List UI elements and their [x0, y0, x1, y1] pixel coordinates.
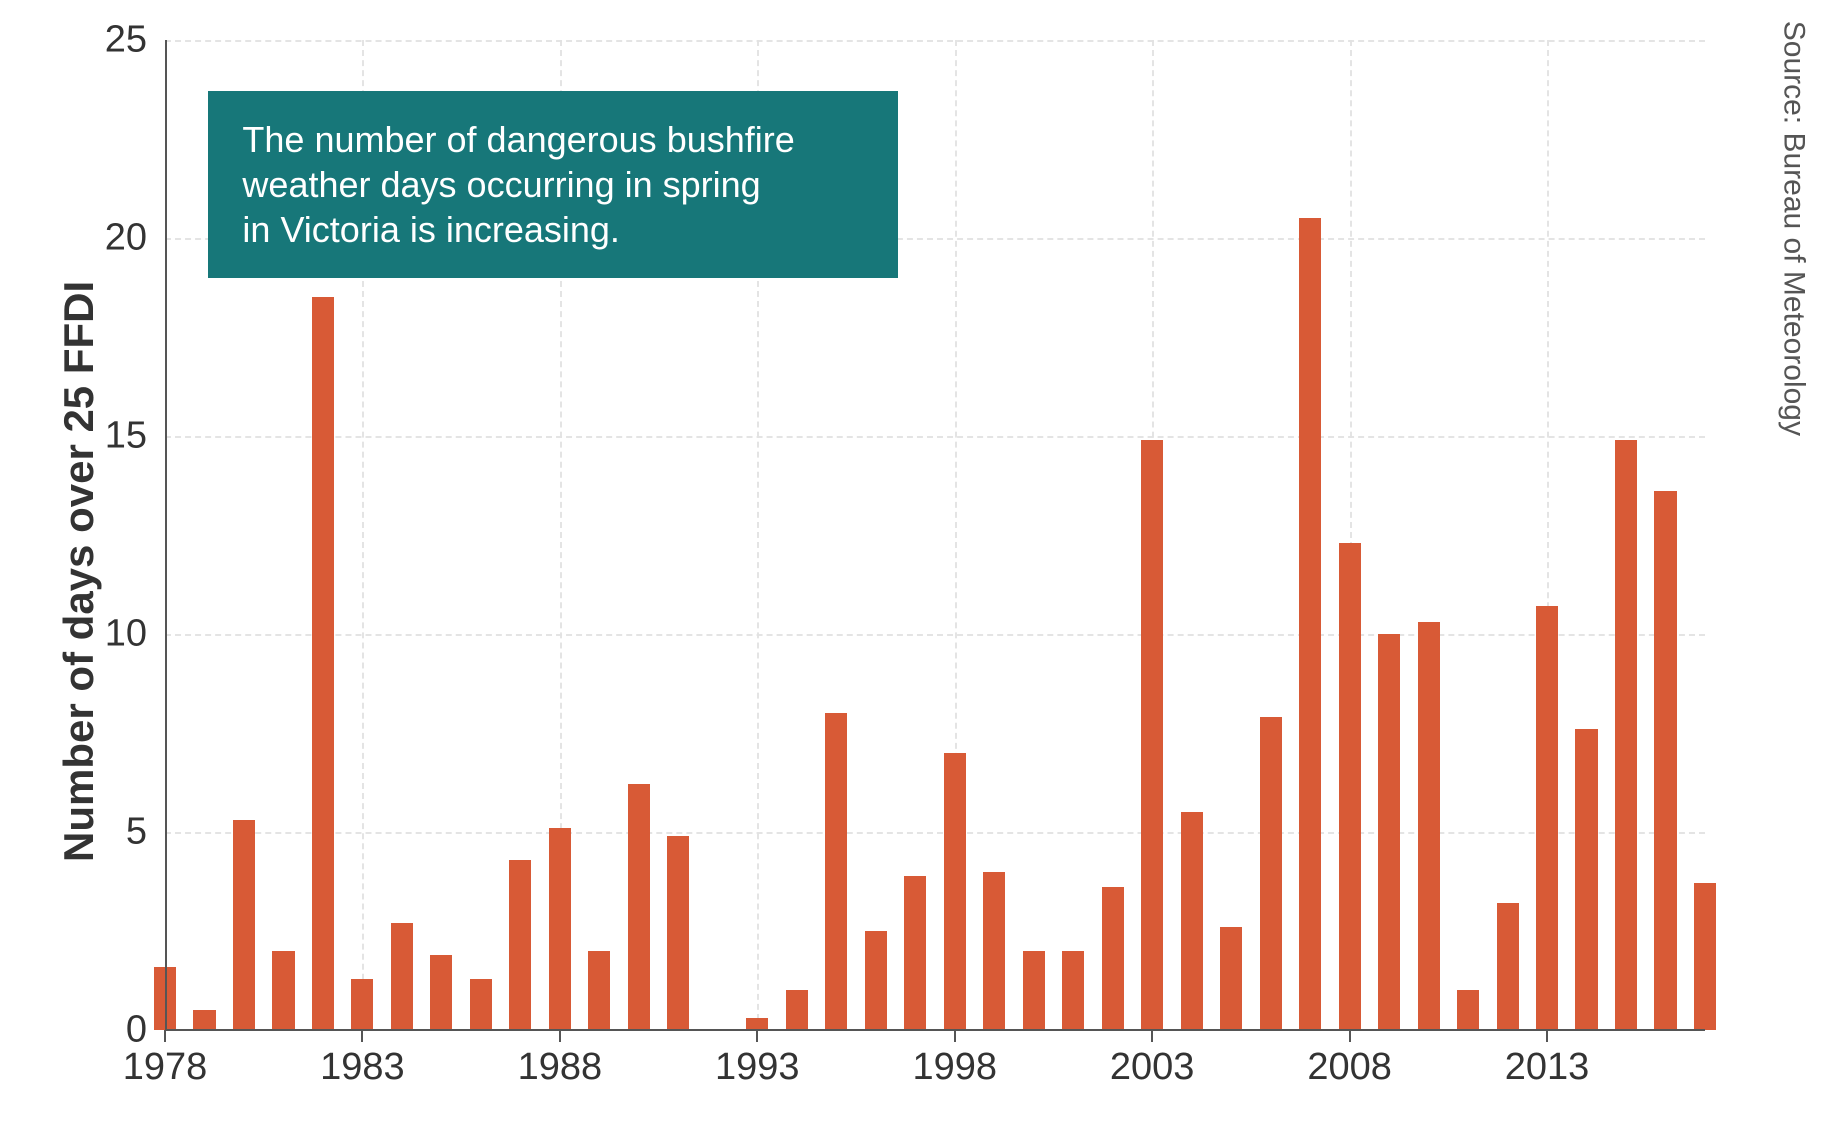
bar: [628, 784, 650, 1030]
bar: [549, 828, 571, 1030]
y-tick-label: 20: [105, 217, 147, 260]
bar: [786, 990, 808, 1030]
bar: [904, 876, 926, 1030]
bar: [1141, 440, 1163, 1030]
y-tick-label: 25: [105, 19, 147, 62]
plot-area: 0510152025197819831988199319982003200820…: [165, 40, 1705, 1030]
bar: [944, 753, 966, 1030]
x-tick-mark: [1349, 1030, 1351, 1042]
x-tick-mark: [559, 1030, 561, 1042]
bar: [983, 872, 1005, 1030]
bar: [1694, 883, 1716, 1030]
bar: [865, 931, 887, 1030]
bar: [667, 836, 689, 1030]
bar: [312, 297, 334, 1030]
bar: [588, 951, 610, 1030]
bar: [1299, 218, 1321, 1030]
x-tick-label: 1983: [320, 1046, 405, 1089]
annotation-text: The number of dangerous bushfire weather…: [242, 117, 864, 252]
bar: [1418, 622, 1440, 1030]
y-tick-label: 5: [126, 811, 147, 854]
x-tick-mark: [1546, 1030, 1548, 1042]
annotation-box: The number of dangerous bushfire weather…: [208, 91, 898, 278]
gridline-horizontal: [165, 832, 1705, 834]
x-axis-line: [165, 1029, 1705, 1031]
bar: [391, 923, 413, 1030]
bar: [430, 955, 452, 1030]
bar: [1575, 729, 1597, 1030]
bar: [1339, 543, 1361, 1030]
x-tick-mark: [756, 1030, 758, 1042]
bar: [1615, 440, 1637, 1030]
x-tick-label: 1993: [715, 1046, 800, 1089]
x-tick-label: 1978: [123, 1046, 208, 1089]
x-tick-mark: [164, 1030, 166, 1042]
chart-container: 0510152025197819831988199319982003200820…: [0, 0, 1834, 1136]
bar: [1457, 990, 1479, 1030]
gridline-horizontal: [165, 40, 1705, 42]
bar: [1062, 951, 1084, 1030]
x-tick-label: 2013: [1505, 1046, 1590, 1089]
bar: [470, 979, 492, 1030]
bar: [1654, 491, 1676, 1030]
bar: [1102, 887, 1124, 1030]
y-axis-line: [165, 40, 167, 1030]
x-tick-mark: [361, 1030, 363, 1042]
bar: [1378, 634, 1400, 1030]
x-tick-label: 1988: [518, 1046, 603, 1089]
x-tick-mark: [954, 1030, 956, 1042]
bar: [351, 979, 373, 1030]
bar: [233, 820, 255, 1030]
bar: [193, 1010, 215, 1030]
bar: [509, 860, 531, 1030]
y-axis-title: Number of days over 25 FFDI: [55, 281, 103, 862]
x-tick-label: 2003: [1110, 1046, 1195, 1089]
gridline-horizontal: [165, 634, 1705, 636]
gridline-horizontal: [165, 436, 1705, 438]
x-tick-mark: [1151, 1030, 1153, 1042]
bar: [1536, 606, 1558, 1030]
x-tick-label: 2008: [1307, 1046, 1392, 1089]
source-label: Source: Bureau of Meteorology: [1776, 21, 1810, 436]
bar: [1497, 903, 1519, 1030]
y-tick-label: 15: [105, 415, 147, 458]
bar: [825, 713, 847, 1030]
bar: [1181, 812, 1203, 1030]
bar: [1220, 927, 1242, 1030]
y-tick-label: 10: [105, 613, 147, 656]
bar: [272, 951, 294, 1030]
x-tick-label: 1998: [912, 1046, 997, 1089]
bar: [1023, 951, 1045, 1030]
bar: [1260, 717, 1282, 1030]
